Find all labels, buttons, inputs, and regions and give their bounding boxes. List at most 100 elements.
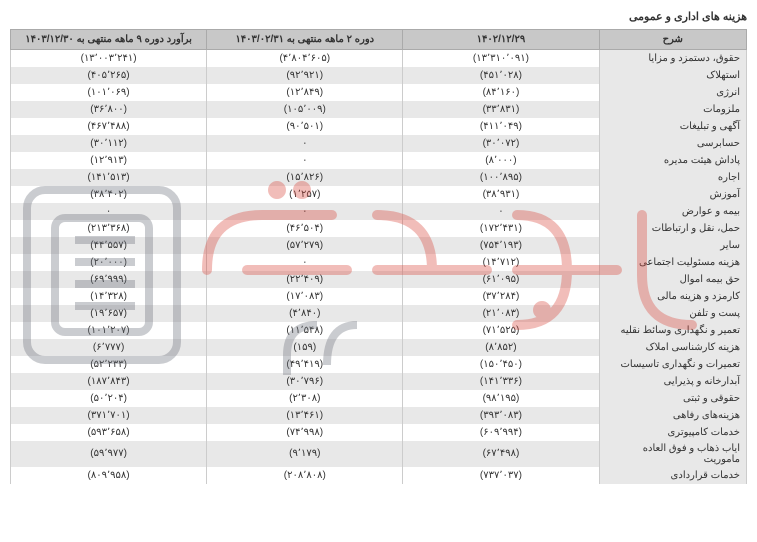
row-value: (۱۸۷٬۸۴۳) xyxy=(11,373,207,390)
expense-table: شرح ۱۴۰۲/۱۲/۲۹ دوره ۲ ماهه منتهی به ۱۴۰۳… xyxy=(10,29,747,484)
row-value: ۰ xyxy=(207,203,403,220)
row-value: (۸۴٬۱۶۰) xyxy=(403,84,599,101)
row-value: ۰ xyxy=(403,203,599,220)
row-value: ۰ xyxy=(207,135,403,152)
row-value: (۱۲٬۹۱۳) xyxy=(11,152,207,169)
row-value: ۰ xyxy=(11,203,207,220)
col-header-2: دوره ۲ ماهه منتهی به ۱۴۰۳/۰۲/۳۱ xyxy=(207,30,403,50)
row-value: (۱۳٬۴۶۱) xyxy=(207,407,403,424)
table-row: حسابرسی(۳۰٬۰۷۲)۰(۳۰٬۱۱۲) xyxy=(11,135,747,152)
row-value: (۱۵۰٬۴۵۰) xyxy=(403,356,599,373)
row-label: خدمات قراردادی xyxy=(599,467,746,484)
row-value: (۲۱۳٬۳۶۸) xyxy=(11,220,207,237)
table-row: ایاب ذهاب و فوق العاده ماموریت(۶۷٬۴۹۸)(۹… xyxy=(11,441,747,467)
row-value: (۹۲٬۹۲۱) xyxy=(207,67,403,84)
table-row: حق بیمه اموال(۶۱٬۰۹۵)(۲۲٬۴۰۹)(۶۹٬۹۹۹) xyxy=(11,271,747,288)
row-value: (۸٬۸۵۲) xyxy=(403,339,599,356)
row-label: هزینه مسئولیت اجتماعی xyxy=(599,254,746,271)
table-row: آموزش(۳۸٬۹۳۱)(۱٬۲۵۷)(۳۸٬۴۰۲) xyxy=(11,186,747,203)
row-value: (۵۹۳٬۶۵۸) xyxy=(11,424,207,441)
row-value: (۴۹٬۴۱۹) xyxy=(207,356,403,373)
table-row: پست و تلفن(۲۱٬۰۸۳)(۴٬۸۴۰)(۱۹٬۶۵۷) xyxy=(11,305,747,322)
row-label: اجاره xyxy=(599,169,746,186)
table-row: پاداش هیئت مدیره(۸٬۰۰۰)۰(۱۲٬۹۱۳) xyxy=(11,152,747,169)
row-label: انرژی xyxy=(599,84,746,101)
row-value: (۳۳٬۸۳۱) xyxy=(403,101,599,118)
row-value: (۱۴٬۳۲۸) xyxy=(11,288,207,305)
row-label: آموزش xyxy=(599,186,746,203)
row-value: (۱۴۱٬۵۱۳) xyxy=(11,169,207,186)
col-header-1: ۱۴۰۲/۱۲/۲۹ xyxy=(403,30,599,50)
row-value: (۱۷۲٬۴۳۱) xyxy=(403,220,599,237)
row-label: هزینه کارشناسی املاک xyxy=(599,339,746,356)
row-value: (۴۵۱٬۰۲۸) xyxy=(403,67,599,84)
row-value: (۱۷٬۰۸۳) xyxy=(207,288,403,305)
row-value: ۰ xyxy=(207,152,403,169)
row-label: هزینه‌های رفاهی xyxy=(599,407,746,424)
row-value: ۰ xyxy=(207,254,403,271)
row-value: (۷۵۴٬۱۹۳) xyxy=(403,237,599,254)
row-value: (۶۹٬۹۹۹) xyxy=(11,271,207,288)
table-row: هزینه مسئولیت اجتماعی(۱۴٬۷۱۲)۰(۲۰٬۰۰۰) xyxy=(11,254,747,271)
row-label: آبدارخانه و پذیرایی xyxy=(599,373,746,390)
table-header-row: شرح ۱۴۰۲/۱۲/۲۹ دوره ۲ ماهه منتهی به ۱۴۰۳… xyxy=(11,30,747,50)
row-value: (۱۰۱٬۰۶۹) xyxy=(11,84,207,101)
row-label: پست و تلفن xyxy=(599,305,746,322)
row-value: (۲۰٬۰۰۰) xyxy=(11,254,207,271)
row-value: (۵۲٬۲۳۳) xyxy=(11,356,207,373)
table-row: سایر(۷۵۴٬۱۹۳)(۵۷٬۲۷۹)(۴۴٬۵۵۷) xyxy=(11,237,747,254)
table-row: ملزومات(۳۳٬۸۳۱)(۱۰۵٬۰۰۹)(۳۶٬۸۰۰) xyxy=(11,101,747,118)
row-value: (۱۳٬۰۰۳٬۲۴۱) xyxy=(11,50,207,67)
row-label: ملزومات xyxy=(599,101,746,118)
row-value: (۹٬۱۷۹) xyxy=(207,441,403,467)
row-value: (۸۰۹٬۹۵۸) xyxy=(11,467,207,484)
row-label: ایاب ذهاب و فوق العاده ماموریت xyxy=(599,441,746,467)
row-value: (۵۰٬۲۰۴) xyxy=(11,390,207,407)
row-value: (۵۹٬۹۷۷) xyxy=(11,441,207,467)
row-value: (۸٬۰۰۰) xyxy=(403,152,599,169)
table-row: کارمزد و هزینه مالی(۳۷٬۲۸۴)(۱۷٬۰۸۳)(۱۴٬۳… xyxy=(11,288,747,305)
row-value: (۷۳۷٬۰۳۷) xyxy=(403,467,599,484)
table-row: انرژی(۸۴٬۱۶۰)(۱۲٬۸۴۹)(۱۰۱٬۰۶۹) xyxy=(11,84,747,101)
table-row: حقوق، دستمزد و مزایا(۱۳٬۳۱۰٬۰۹۱)(۴٬۸۰۴٬۶… xyxy=(11,50,747,67)
row-label: بیمه و عوارض xyxy=(599,203,746,220)
row-value: (۷۴٬۹۹۸) xyxy=(207,424,403,441)
row-label: پاداش هیئت مدیره xyxy=(599,152,746,169)
row-value: (۹۸٬۱۹۵) xyxy=(403,390,599,407)
row-label: حق بیمه اموال xyxy=(599,271,746,288)
row-label: آگهی و تبلیغات xyxy=(599,118,746,135)
row-value: (۴۶٬۵۰۴) xyxy=(207,220,403,237)
row-label: حقوقی و ثبتی xyxy=(599,390,746,407)
row-value: (۳۸٬۹۳۱) xyxy=(403,186,599,203)
row-value: (۴۶۷٬۴۸۸) xyxy=(11,118,207,135)
table-row: هزینه کارشناسی املاک(۸٬۸۵۲)(۱۵۹)(۶٬۷۷۷) xyxy=(11,339,747,356)
col-header-3: برآورد دوره ۹ ماهه منتهی به ۱۴۰۳/۱۲/۳۰ xyxy=(11,30,207,50)
table-row: تعمیرات و نگهداری تاسیسات(۱۵۰٬۴۵۰)(۴۹٬۴۱… xyxy=(11,356,747,373)
row-value: (۱۱٬۵۴۸) xyxy=(207,322,403,339)
row-label: حقوق، دستمزد و مزایا xyxy=(599,50,746,67)
row-label: سایر xyxy=(599,237,746,254)
row-label: تعمیر و نگهداری وسائط نقلیه xyxy=(599,322,746,339)
col-header-desc: شرح xyxy=(599,30,746,50)
table-row: حمل، نقل و ارتباطات(۱۷۲٬۴۳۱)(۴۶٬۵۰۴)(۲۱۳… xyxy=(11,220,747,237)
row-value: (۱۵٬۸۲۶) xyxy=(207,169,403,186)
row-value: (۹۰٬۵۰۱) xyxy=(207,118,403,135)
row-value: (۷۱٬۵۲۵) xyxy=(403,322,599,339)
row-value: (۱٬۲۵۷) xyxy=(207,186,403,203)
row-value: (۱۵۹) xyxy=(207,339,403,356)
row-value: (۳۸٬۴۰۲) xyxy=(11,186,207,203)
row-value: (۳۶٬۸۰۰) xyxy=(11,101,207,118)
row-label: خدمات کامپیوتری xyxy=(599,424,746,441)
row-value: (۱۰۱٬۲۰۷) xyxy=(11,322,207,339)
row-value: (۴٬۸۰۴٬۶۰۵) xyxy=(207,50,403,67)
page-title: هزینه های اداری و عمومی xyxy=(10,10,747,23)
row-value: (۴۴٬۵۵۷) xyxy=(11,237,207,254)
row-value: (۱۹٬۶۵۷) xyxy=(11,305,207,322)
row-label: حمل، نقل و ارتباطات xyxy=(599,220,746,237)
row-value: (۲۱٬۰۸۳) xyxy=(403,305,599,322)
row-value: (۴۰۵٬۲۶۵) xyxy=(11,67,207,84)
row-value: (۶۰۹٬۹۹۴) xyxy=(403,424,599,441)
row-label: حسابرسی xyxy=(599,135,746,152)
table-row: استهلاک(۴۵۱٬۰۲۸)(۹۲٬۹۲۱)(۴۰۵٬۲۶۵) xyxy=(11,67,747,84)
table-row: تعمیر و نگهداری وسائط نقلیه(۷۱٬۵۲۵)(۱۱٬۵… xyxy=(11,322,747,339)
